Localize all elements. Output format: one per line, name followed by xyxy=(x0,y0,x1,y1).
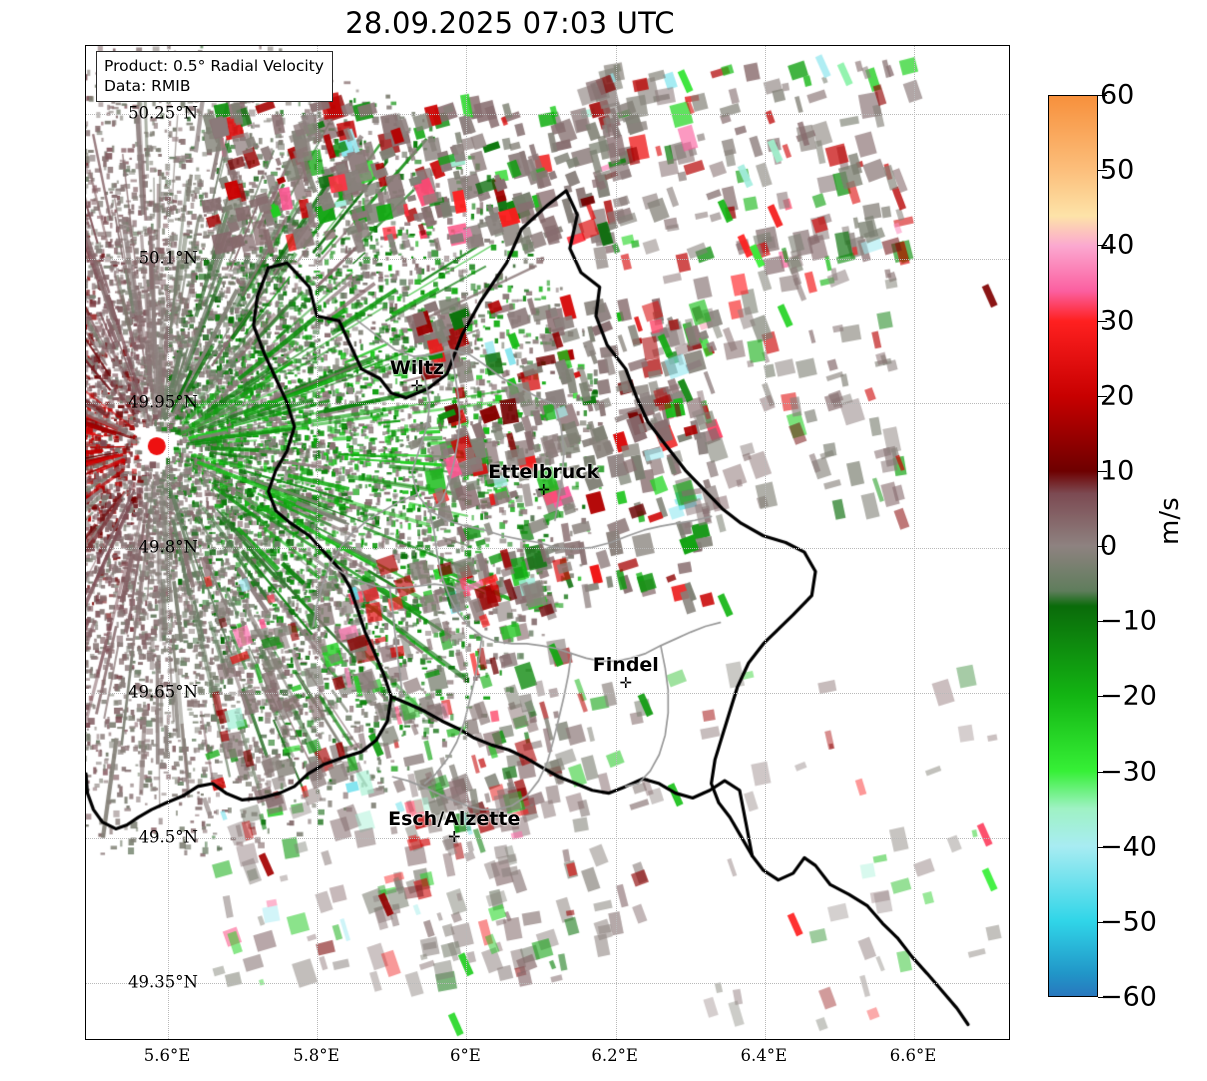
city-marker-icon: ✛ xyxy=(447,828,461,847)
gridline-horizontal xyxy=(86,548,1009,550)
colorbar-tick-mark xyxy=(1098,696,1107,698)
y-axis-tick-label: 49.5°N xyxy=(138,827,198,847)
city-name: Ettelbruck xyxy=(488,460,600,483)
city-marker-icon: ✛ xyxy=(410,377,424,396)
radar-reflectivity-canvas xyxy=(86,46,1009,1039)
colorbar-tick-label: 10 xyxy=(1100,455,1135,487)
colorbar-tick-mark xyxy=(1098,170,1107,172)
y-axis-tick-label: 50.25°N xyxy=(128,103,198,123)
gridline-horizontal xyxy=(86,258,1009,260)
colorbar-tick-label: −50 xyxy=(1100,906,1157,938)
city-name: Esch/Alzette xyxy=(388,808,521,831)
x-axis-tick-label: 6°E xyxy=(450,1046,481,1065)
colorbar-tick-mark xyxy=(1098,546,1107,547)
y-axis-tick-label: 49.65°N xyxy=(128,682,198,702)
gridline-horizontal xyxy=(86,838,1009,840)
y-axis-tick-label: 49.8°N xyxy=(138,537,198,557)
colorbar-gradient xyxy=(1049,96,1097,996)
colorbar-tick-mark xyxy=(1098,997,1107,998)
colorbar-tick-label: 20 xyxy=(1100,380,1135,412)
gridline-vertical xyxy=(764,46,766,1039)
colorbar-tick-mark xyxy=(1098,846,1107,848)
colorbar-unit-label: m/s xyxy=(1155,497,1185,545)
city-label-esch-alzette: Esch/Alzette ✛ xyxy=(388,808,521,847)
gridline-vertical xyxy=(466,46,468,1039)
colorbar-tick-label: 50 xyxy=(1100,154,1135,186)
gridline-horizontal xyxy=(86,113,1009,115)
colorbar-tick-mark xyxy=(1098,771,1107,773)
city-name: Findel xyxy=(592,653,659,676)
colorbar-tick-label: −40 xyxy=(1100,831,1157,863)
colorbar-tick-label: 40 xyxy=(1100,229,1135,261)
colorbar-tick-mark xyxy=(1098,395,1107,397)
gridline-vertical xyxy=(168,46,170,1039)
city-marker-icon: ✛ xyxy=(619,673,633,692)
x-axis-tick-label: 6.6°E xyxy=(889,1046,937,1065)
colorbar-tick-label: −10 xyxy=(1100,605,1157,637)
data-source-line: Data: RMIB xyxy=(104,77,191,96)
gridline-horizontal xyxy=(86,693,1009,695)
colorbar-tick-label: −60 xyxy=(1100,981,1157,1013)
x-axis-tick-label: 6.4°E xyxy=(740,1046,788,1065)
city-label-wiltz: Wiltz ✛ xyxy=(389,357,445,396)
gridline-horizontal xyxy=(86,403,1009,405)
colorbar-tick-label: −30 xyxy=(1100,756,1157,787)
colorbar-tick-label: 30 xyxy=(1100,305,1135,336)
city-marker-icon: ✛ xyxy=(537,480,551,499)
colorbar-tick-mark xyxy=(1098,921,1107,923)
velocity-colorbar[interactable] xyxy=(1048,95,1098,997)
gridline-vertical xyxy=(914,46,916,1039)
x-axis-tick-label: 6.2°E xyxy=(591,1046,638,1065)
city-name: Wiltz xyxy=(389,357,445,380)
page-title: 28.09.2025 07:03 UTC xyxy=(345,6,675,40)
radar-map-plot[interactable]: Product: 0.5° Radial Velocity Data: RMIB xyxy=(85,45,1010,1040)
colorbar-tick-label: 0 xyxy=(1100,530,1118,562)
colorbar-tick-mark xyxy=(1098,470,1107,472)
y-axis-tick-label: 50.1°N xyxy=(138,248,198,268)
gridline-horizontal xyxy=(86,983,1009,985)
city-label-findel: Findel ✛ xyxy=(592,653,659,692)
x-axis-tick-label: 5.6°E xyxy=(143,1046,191,1065)
colorbar-tick-mark xyxy=(1098,320,1107,322)
product-info-box: Product: 0.5° Radial Velocity Data: RMIB xyxy=(96,51,333,103)
y-axis-tick-label: 49.95°N xyxy=(128,392,198,412)
x-axis-tick-label: 5.8°E xyxy=(292,1046,340,1065)
city-label-ettelbruck: Ettelbruck ✛ xyxy=(488,460,600,499)
colorbar-tick-mark xyxy=(1098,621,1107,623)
colorbar-tick-label: −20 xyxy=(1100,680,1157,712)
colorbar-tick-mark xyxy=(1098,245,1107,247)
colorbar-tick-mark xyxy=(1098,95,1107,96)
gridline-vertical xyxy=(615,46,617,1039)
product-line: Product: 0.5° Radial Velocity xyxy=(104,57,324,75)
colorbar-tick-label: 60 xyxy=(1100,79,1135,111)
y-axis-tick-label: 49.35°N xyxy=(128,972,198,992)
gridline-vertical xyxy=(317,46,319,1039)
